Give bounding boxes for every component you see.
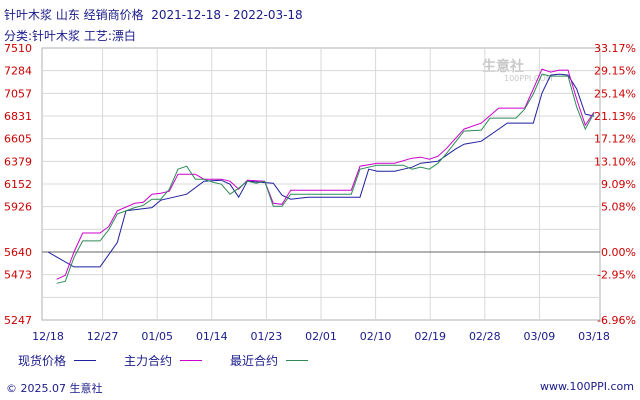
legend-swatch-recent bbox=[286, 360, 309, 361]
grid-lines bbox=[41, 47, 601, 321]
right-tick-label: 33.17% bbox=[594, 42, 636, 55]
x-tick-label: 02/10 bbox=[360, 330, 392, 343]
x-tick-label: 12/18 bbox=[32, 330, 64, 343]
left-tick-label: 6831 bbox=[4, 110, 32, 123]
right-tick-label: 29.15% bbox=[594, 65, 636, 78]
right-tick-label: -6.96% bbox=[597, 314, 636, 327]
chart-subtitle: 分类:针叶木浆 工艺:漂白 bbox=[4, 29, 136, 43]
left-tick-label: 6605 bbox=[4, 133, 32, 146]
x-tick-label: 02/19 bbox=[414, 330, 446, 343]
legend-label-main: 主力合约 bbox=[124, 354, 173, 368]
left-tick-label: 5926 bbox=[4, 201, 32, 214]
right-tick-label: 0.00% bbox=[601, 246, 636, 259]
series-line-recent bbox=[56, 73, 595, 284]
x-tick-label: 01/14 bbox=[196, 330, 228, 343]
left-tick-label: 6379 bbox=[4, 155, 32, 168]
left-tick-label: 7510 bbox=[4, 42, 32, 55]
x-tick-label: 02/28 bbox=[469, 330, 501, 343]
left-tick-label: 6152 bbox=[4, 178, 32, 191]
series-line-main bbox=[56, 68, 595, 280]
x-tick-label: 01/05 bbox=[141, 330, 173, 343]
x-tick-label: 02/01 bbox=[305, 330, 337, 343]
right-axis-ticks: 33.17% 29.15% 25.14% 21.13% 17.12% 13.10% 9.09… bbox=[594, 42, 636, 327]
x-tick-label: 03/18 bbox=[578, 330, 610, 343]
left-tick-label: 7284 bbox=[4, 65, 32, 78]
right-tick-label: 13.10% bbox=[594, 155, 636, 168]
right-tick-label: 5.08% bbox=[601, 201, 636, 214]
right-tick-label: 21.13% bbox=[594, 110, 636, 123]
x-axis-ticks: 12/18 12/27 01/05 01/14 01/23 02/01 02/10 02/19… bbox=[32, 330, 610, 343]
copyright: © 2025.07 生意社 bbox=[6, 382, 103, 395]
right-tick-label: -2.95% bbox=[597, 269, 636, 282]
legend-item-spot: 现货价格 bbox=[18, 352, 114, 369]
left-tick-label: 5247 bbox=[4, 314, 32, 327]
legend-swatch-main bbox=[180, 360, 203, 361]
site-link[interactable]: www.100PPI.com bbox=[540, 380, 634, 393]
left-axis-ticks: 7510 7284 7057 6831 6605 6379 6152 5926 5640 5473… bbox=[4, 42, 32, 327]
x-tick-label: 12/27 bbox=[87, 330, 119, 343]
chart-title: 针叶木浆 山东 经销商价格 2021-12-18 - 2022-03-18 bbox=[4, 8, 303, 22]
legend-label-spot: 现货价格 bbox=[18, 354, 67, 368]
legend-label-recent: 最近合约 bbox=[230, 354, 279, 368]
right-tick-label: 9.09% bbox=[601, 178, 636, 191]
legend: 现货价格 主力合约 最近合约 bbox=[18, 352, 336, 369]
x-tick-label: 01/23 bbox=[251, 330, 283, 343]
right-tick-label: 17.12% bbox=[594, 133, 636, 146]
right-tick-label: 25.14% bbox=[594, 87, 636, 100]
left-tick-label: 7057 bbox=[4, 87, 32, 100]
legend-item-recent: 最近合约 bbox=[230, 352, 326, 369]
legend-item-main: 主力合约 bbox=[124, 352, 220, 369]
watermark-subtext: 100PPI.COM bbox=[504, 74, 553, 83]
x-tick-label: 03/09 bbox=[524, 330, 556, 343]
series-lines bbox=[47, 68, 595, 284]
series-line-spot bbox=[47, 73, 595, 268]
legend-swatch-spot bbox=[74, 360, 97, 361]
left-tick-label: 5640 bbox=[4, 246, 32, 259]
left-tick-label: 5473 bbox=[4, 269, 32, 282]
